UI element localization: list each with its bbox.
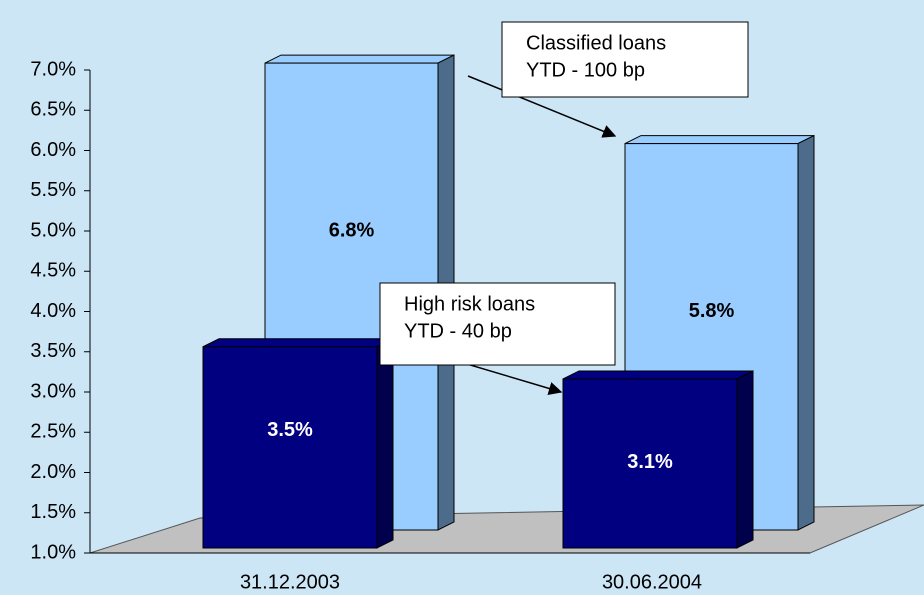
value-label: 5.8%: [689, 300, 735, 322]
y-tick-label: 5.0%: [30, 219, 76, 241]
value-label: 3.1%: [627, 451, 673, 473]
annotation-text: High risk loans: [404, 293, 535, 315]
y-tick-label: 5.5%: [30, 179, 76, 201]
annotation-text: YTD - 40 bp: [404, 320, 512, 342]
value-label: 3.5%: [267, 419, 313, 441]
annotation-box: [379, 282, 616, 366]
x-tick-label: 30.06.2004: [602, 571, 702, 593]
bar-side: [376, 337, 394, 549]
bar-top: [562, 370, 754, 380]
annotation-box: [501, 21, 749, 98]
annotation-arrow: [467, 75, 617, 138]
y-tick-label: 7.0%: [30, 58, 76, 80]
value-label: 6.8%: [329, 219, 375, 241]
y-tick-label: 6.5%: [30, 99, 76, 121]
y-tick-label: 4.5%: [30, 260, 76, 282]
y-tick-label: 4.0%: [30, 300, 76, 322]
bar-top: [202, 338, 394, 348]
y-tick-label: 1.0%: [30, 541, 76, 563]
y-tick-label: 2.5%: [30, 421, 76, 443]
y-tick-label: 6.0%: [30, 139, 76, 161]
y-tick-label: 3.5%: [30, 340, 76, 362]
x-tick-label: 31.12.2003: [240, 571, 340, 593]
bar: [202, 346, 378, 549]
bar-side: [736, 370, 754, 549]
y-tick-label: 3.0%: [30, 380, 76, 402]
bar-top: [264, 54, 455, 64]
annotation-text: Classified loans: [526, 32, 666, 54]
bar-top: [624, 135, 815, 145]
bar: [562, 378, 738, 549]
bar-side: [797, 134, 815, 531]
y-tick-label: 2.0%: [30, 461, 76, 483]
annotation-text: YTD - 100 bp: [526, 59, 645, 81]
y-tick-label: 1.5%: [30, 501, 76, 523]
